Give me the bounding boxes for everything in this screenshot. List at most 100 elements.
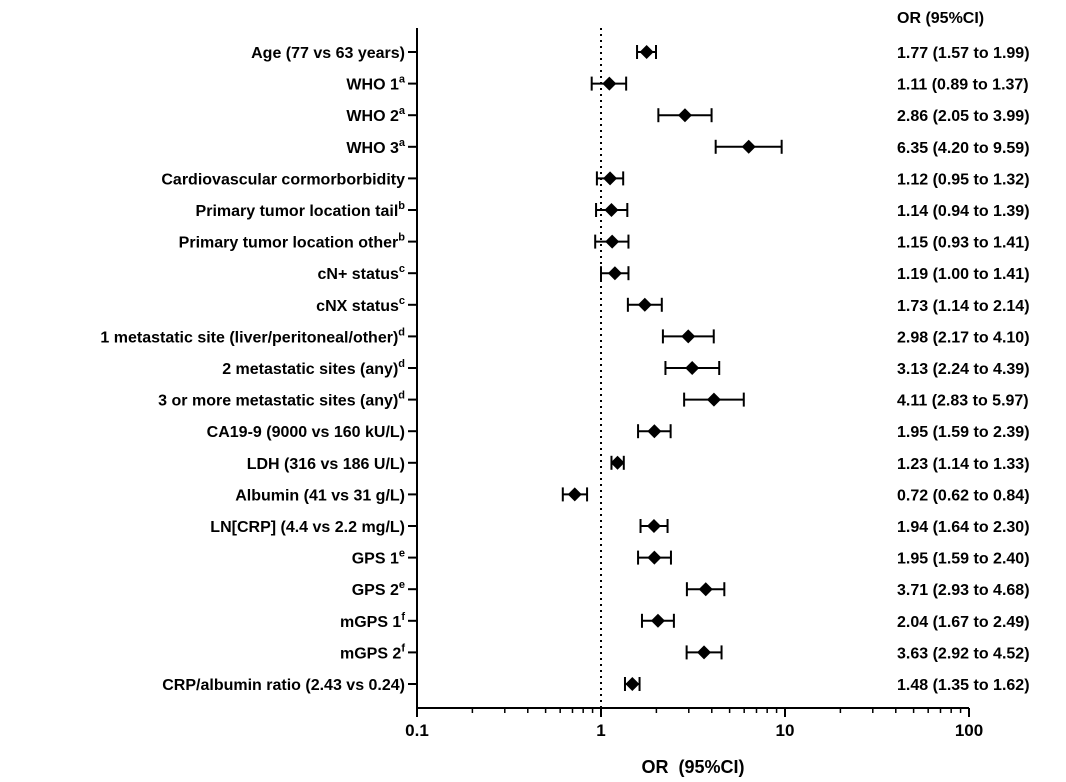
footnote-marker: c	[399, 263, 405, 275]
or-point-diamond	[647, 424, 662, 439]
row-label: mGPS 1f	[340, 611, 405, 631]
or-value-text: 1.14 (0.94 to 1.39)	[897, 203, 1030, 220]
row-label: 3 or more metastatic sites (any)d	[158, 390, 405, 410]
or-point-diamond	[706, 392, 721, 407]
or-value-text: 2.04 (1.67 to 2.49)	[897, 614, 1030, 631]
row-label: LN[CRP] (4.4 vs 2.2 mg/L)	[210, 519, 405, 536]
forest-row: GPS 2e 3.71 (2.93 to 4.68)	[352, 579, 1030, 599]
or-value-text: 1.15 (0.93 to 1.41)	[897, 235, 1030, 252]
forest-row: Albumin (41 vs 31 g/L) 0.72 (0.62 to 0.84…	[235, 487, 1030, 504]
row-label: Cardiovascular cormorborbidity	[161, 171, 405, 188]
or-value-text: 1.73 (1.14 to 2.14)	[897, 298, 1030, 315]
or-point-diamond	[607, 266, 622, 281]
or-value-text: 1.12 (0.95 to 1.32)	[897, 171, 1030, 188]
row-label: cNX statusc	[316, 295, 405, 315]
x-tick-label: 0.1	[405, 721, 429, 740]
row-label: WHO 2a	[346, 105, 405, 125]
or-value-text: 6.35 (4.20 to 9.59)	[897, 140, 1030, 157]
or-value-text: 1.11 (0.89 to 1.37)	[897, 77, 1029, 94]
row-label: Primary tumor location tailb	[196, 200, 406, 220]
forest-row: 1 metastatic site (liver/peritoneal/othe…	[100, 326, 1029, 346]
forest-row: cNX statusc 1.73 (1.14 to 2.14)	[316, 295, 1029, 315]
x-tick-label: 100	[955, 721, 983, 740]
or-value-text: 4.11 (2.83 to 5.97)	[897, 393, 1029, 410]
row-label: cN+ statusc	[318, 263, 406, 283]
forest-row: 2 metastatic sites (any)d 3.13 (2.24 to 4…	[222, 358, 1029, 378]
row-label: CA19-9 (9000 vs 160 kU/L)	[207, 424, 405, 441]
or-point-diamond	[602, 76, 617, 91]
or-value-text: 1.77 (1.57 to 1.99)	[897, 45, 1030, 62]
footnote-marker: e	[399, 548, 405, 560]
or-point-diamond	[698, 582, 713, 597]
or-column-header: OR (95%CI)	[897, 10, 984, 27]
or-value-text: 1.48 (1.35 to 1.62)	[897, 677, 1030, 694]
forest-row: GPS 1e 1.95 (1.59 to 2.40)	[352, 548, 1030, 568]
or-point-diamond	[603, 171, 618, 186]
or-value-text: 0.72 (0.62 to 0.84)	[897, 487, 1030, 504]
forest-row: WHO 1a 1.11 (0.89 to 1.37)	[346, 74, 1028, 94]
or-point-diamond	[567, 487, 582, 502]
row-label: Albumin (41 vs 31 g/L)	[235, 487, 405, 504]
x-tick-label: 1	[596, 721, 605, 740]
or-point-diamond	[646, 519, 661, 533]
footnote-marker: a	[399, 137, 406, 149]
or-value-text: 3.13 (2.24 to 4.39)	[897, 361, 1030, 378]
or-point-diamond	[697, 645, 712, 660]
or-value-text: 1.23 (1.14 to 1.33)	[897, 456, 1030, 473]
row-label: Primary tumor location otherb	[179, 232, 406, 252]
forest-row: Cardiovascular cormorborbidity 1.12 (0.95…	[161, 171, 1030, 188]
forest-row: mGPS 2f 3.63 (2.92 to 4.52)	[340, 642, 1030, 662]
forest-row: LDH (316 vs 186 U/L) 1.23 (1.14 to 1.33)	[247, 455, 1030, 473]
or-value-text: 1.95 (1.59 to 2.39)	[897, 424, 1030, 441]
footnote-marker: d	[398, 326, 405, 338]
or-value-text: 2.86 (2.05 to 3.99)	[897, 108, 1030, 125]
forest-row: CRP/albumin ratio (2.43 vs 0.24) 1.48 (1.…	[162, 677, 1030, 694]
forest-row: mGPS 1f 2.04 (1.67 to 2.49)	[340, 611, 1030, 631]
x-axis-title: OR (95%CI)	[641, 757, 744, 777]
or-point-diamond	[681, 329, 696, 344]
row-label: WHO 3a	[346, 137, 405, 157]
row-label: 1 metastatic site (liver/peritoneal/othe…	[100, 326, 405, 346]
row-label: GPS 1e	[352, 548, 405, 568]
row-label: mGPS 2f	[340, 642, 405, 662]
footnote-marker: a	[399, 74, 406, 86]
forest-row: cN+ statusc 1.19 (1.00 to 1.41)	[318, 263, 1030, 283]
forest-row: LN[CRP] (4.4 vs 2.2 mg/L) 1.94 (1.64 to 2…	[210, 519, 1030, 536]
row-label: LDH (316 vs 186 U/L)	[247, 456, 405, 473]
row-label: WHO 1a	[346, 74, 405, 94]
forest-row: 3 or more metastatic sites (any)d 4.11 (2…	[158, 390, 1028, 410]
row-label: 2 metastatic sites (any)d	[222, 358, 405, 378]
forest-row: Primary tumor location tailb 1.14 (0.94 t…	[196, 200, 1030, 220]
footnote-marker: c	[399, 295, 405, 307]
footnote-marker: f	[401, 611, 405, 623]
or-point-diamond	[625, 677, 640, 691]
or-point-diamond	[685, 361, 700, 375]
footnote-marker: d	[398, 390, 405, 402]
or-value-text: 1.94 (1.64 to 2.30)	[897, 519, 1030, 536]
or-point-diamond	[741, 139, 756, 154]
or-point-diamond	[650, 613, 665, 628]
footnote-marker: b	[398, 200, 405, 212]
footnote-marker: b	[398, 232, 405, 244]
or-value-text: 1.19 (1.00 to 1.41)	[897, 266, 1030, 283]
or-value-text: 3.63 (2.92 to 4.52)	[897, 645, 1030, 662]
or-point-diamond	[605, 234, 620, 249]
footnote-marker: a	[399, 105, 406, 117]
or-value-text: 1.95 (1.59 to 2.40)	[897, 551, 1030, 568]
or-point-diamond	[604, 203, 619, 217]
x-ticks-layer: 0.1 1 10 100	[405, 708, 983, 740]
or-value-text: 3.71 (2.93 to 4.68)	[897, 582, 1030, 599]
or-point-diamond	[677, 108, 692, 123]
footnote-marker: d	[398, 358, 405, 370]
row-label: GPS 2e	[352, 579, 405, 599]
forest-row: Primary tumor location otherb 1.15 (0.93 …	[179, 232, 1030, 252]
or-value-text: 2.98 (2.17 to 4.10)	[897, 329, 1030, 346]
or-point-diamond	[637, 297, 652, 312]
or-point-diamond	[647, 550, 662, 565]
or-point-diamond	[639, 45, 654, 59]
footnote-marker: f	[401, 642, 405, 654]
rows-layer: Age (77 vs 63 years) 1.77 (1.57 to 1.99) W…	[100, 45, 1030, 694]
row-label: Age (77 vs 63 years)	[251, 45, 405, 62]
footnote-marker: e	[399, 579, 405, 591]
